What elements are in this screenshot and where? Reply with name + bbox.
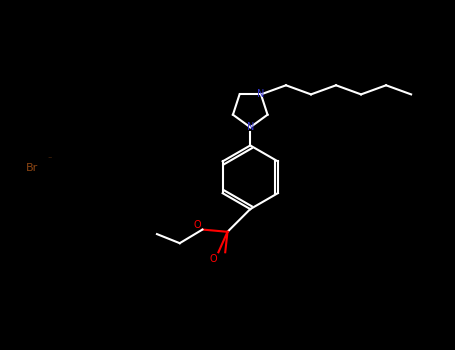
Text: N: N — [257, 89, 265, 99]
Text: O: O — [193, 220, 201, 230]
Text: Br: Br — [26, 163, 38, 173]
Text: O: O — [209, 254, 217, 264]
Text: ⁻: ⁻ — [48, 155, 52, 163]
Text: N: N — [247, 122, 254, 132]
